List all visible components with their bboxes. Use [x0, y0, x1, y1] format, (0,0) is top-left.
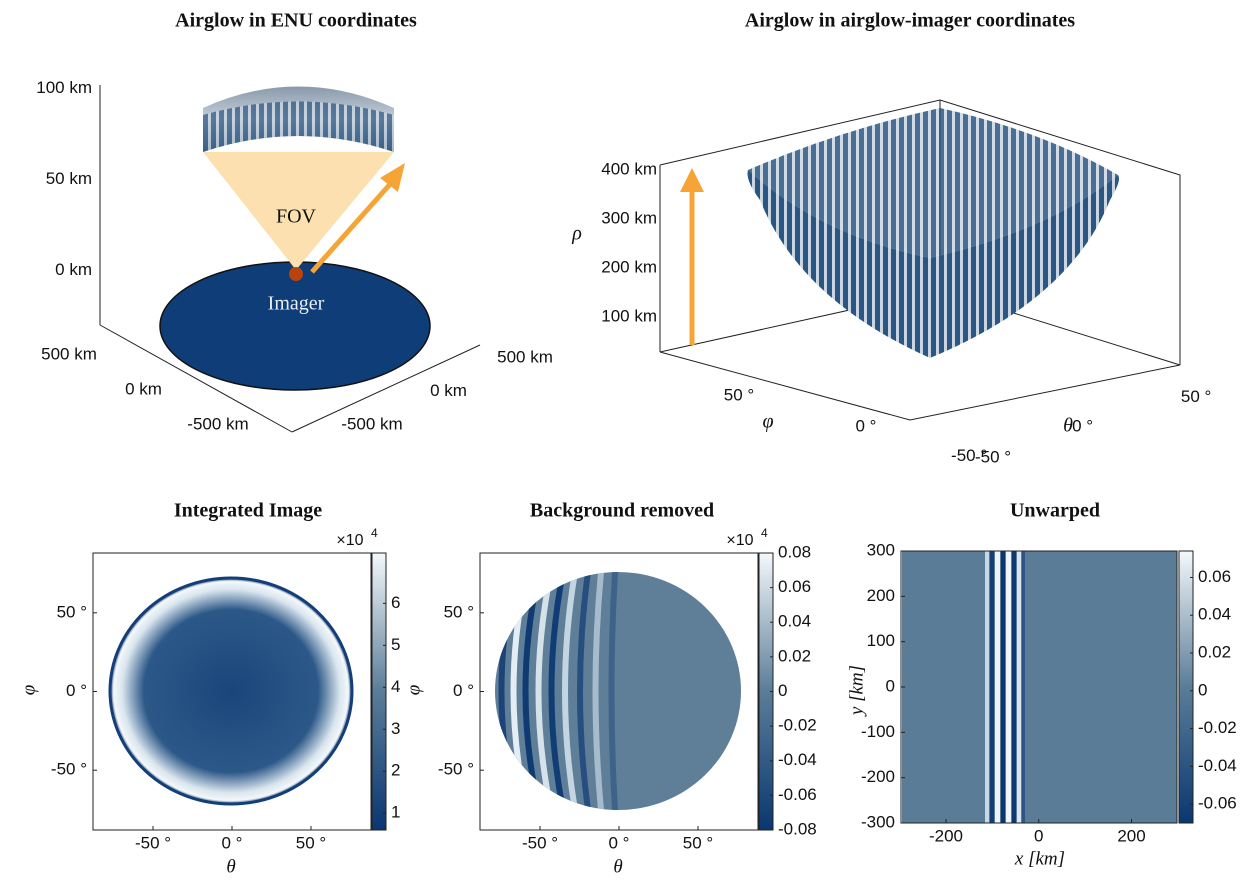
y-tick-label: -100 [861, 722, 895, 741]
y-tick-label: 500 km [41, 344, 97, 363]
x-tick-label: -500 km [341, 414, 402, 433]
colorbar-tick-label: -0.04 [778, 750, 817, 769]
z-tick-label: 0 km [55, 260, 92, 279]
y-tick-label: 300 [867, 540, 895, 559]
y-tick-label: 50 ° [724, 385, 754, 404]
colorbar-tick-label: 3 [391, 719, 400, 738]
z-tick-label: 50 km [46, 169, 92, 188]
y-axis-label: φ [403, 685, 424, 696]
x-tick-label: -200 [929, 826, 963, 845]
y-axis-label: y [km] [846, 665, 867, 717]
x-tick-label: -50 ° [951, 446, 987, 465]
imager-scene [659, 99, 1181, 421]
chart-title: Unwarped [1010, 500, 1100, 522]
chart-title: Airglow in airglow-imager coordinates [745, 10, 1075, 32]
annotation: FOV [276, 206, 317, 228]
x-tick-label: 50 ° [683, 833, 713, 852]
x-tick-label: 50 ° [296, 833, 326, 852]
colorbar-tick-label: 0.02 [1198, 642, 1231, 661]
x-axis-label: θ [613, 856, 622, 877]
colorbar-tick-label: 0 [778, 681, 787, 700]
colorbar-tick-label: 0.06 [778, 577, 811, 596]
colorbar [371, 552, 387, 831]
colorbar-tick-label: 4 [391, 677, 400, 696]
z-tick-label: 100 km [601, 306, 657, 325]
colorbar-tick-label: -0.06 [778, 785, 817, 804]
colorbar [1178, 550, 1194, 824]
y-tick-label: -500 km [187, 414, 248, 433]
axis-label: θ [1063, 415, 1073, 437]
y-tick-label: 200 [867, 586, 895, 605]
z-tick-label: 300 km [601, 208, 657, 227]
colorbar-tick-label: 1 [391, 803, 400, 822]
axis-label: φ [762, 411, 773, 433]
chart-title: Background removed [530, 500, 714, 522]
x-tick-label: 0 ° [1072, 416, 1093, 435]
integrated-image [108, 576, 354, 806]
colorbar-tick-label: -0.04 [1198, 756, 1237, 775]
colorbar-tick-label: 2 [391, 761, 400, 780]
colorbar-tick-label: 6 [391, 593, 400, 612]
y-tick-label: 50 ° [57, 602, 87, 621]
background-removed-image [495, 572, 741, 810]
x-tick-label: -50 ° [522, 833, 558, 852]
y-tick-label: -50 ° [51, 760, 87, 779]
y-tick-label: 0 ° [856, 416, 877, 435]
x-tick-label: 0 [1034, 826, 1043, 845]
chart-title: Airglow in ENU coordinates [175, 10, 417, 32]
colorbar-tick-label: -0.02 [778, 716, 817, 735]
colorbar-tick-label: 0.06 [1198, 567, 1231, 586]
x-tick-label: 0 ° [222, 833, 243, 852]
y-tick-label: -200 [861, 767, 895, 786]
chart-title: Integrated Image [174, 500, 322, 522]
y-axis-label: φ [18, 685, 39, 696]
colorbar-tick-label: 0.04 [1198, 605, 1231, 624]
y-tick-label: 0 ° [66, 681, 87, 700]
x-tick-label: 0 km [430, 381, 467, 400]
y-tick-label: -50 ° [975, 447, 1011, 466]
unwarped-image [902, 551, 1177, 823]
colorbar-tick-label: 0.04 [778, 612, 811, 631]
y-tick-label: 100 [867, 631, 895, 650]
y-tick-label: -50 ° [438, 760, 474, 779]
colorbar-tick-label: 0.08 [778, 542, 811, 561]
colorbar-tick-label: 0 [1198, 680, 1207, 699]
x-tick-label: -50 ° [135, 833, 171, 852]
colorbar-scale: ×10 [336, 532, 363, 549]
x-tick-label: 50 ° [1181, 387, 1211, 406]
y-tick-label: 0 ° [453, 681, 474, 700]
colorbar-tick-label: 0.02 [778, 646, 811, 665]
colorbar-tick-label: -0.02 [1198, 718, 1237, 737]
colorbar-tick-label: 5 [391, 635, 400, 654]
colorbar-exponent: 4 [761, 526, 768, 540]
y-tick-label: 50 ° [444, 602, 474, 621]
x-tick-label: 0 ° [609, 833, 630, 852]
z-tick-label: 200 km [601, 257, 657, 276]
z-tick-label: 400 km [601, 159, 657, 178]
axis-label: ρ [571, 223, 582, 245]
enu-scene [99, 85, 481, 433]
colorbar-exponent: 4 [371, 526, 378, 540]
z-tick-label: 100 km [36, 78, 92, 97]
colorbar-tick-label: -0.08 [778, 819, 817, 838]
x-tick-label: 200 [1117, 826, 1145, 845]
x-axis-label: x [km] [1014, 848, 1065, 869]
colorbar-scale: ×10 [726, 532, 753, 549]
x-tick-label: 500 km [497, 347, 553, 366]
annotation: Imager [268, 293, 325, 315]
y-tick-label: 0 [886, 676, 895, 695]
y-tick-label: 0 km [125, 379, 162, 398]
y-tick-label: -300 [861, 812, 895, 831]
x-axis-label: θ [226, 856, 235, 877]
colorbar-tick-label: -0.06 [1198, 794, 1237, 813]
